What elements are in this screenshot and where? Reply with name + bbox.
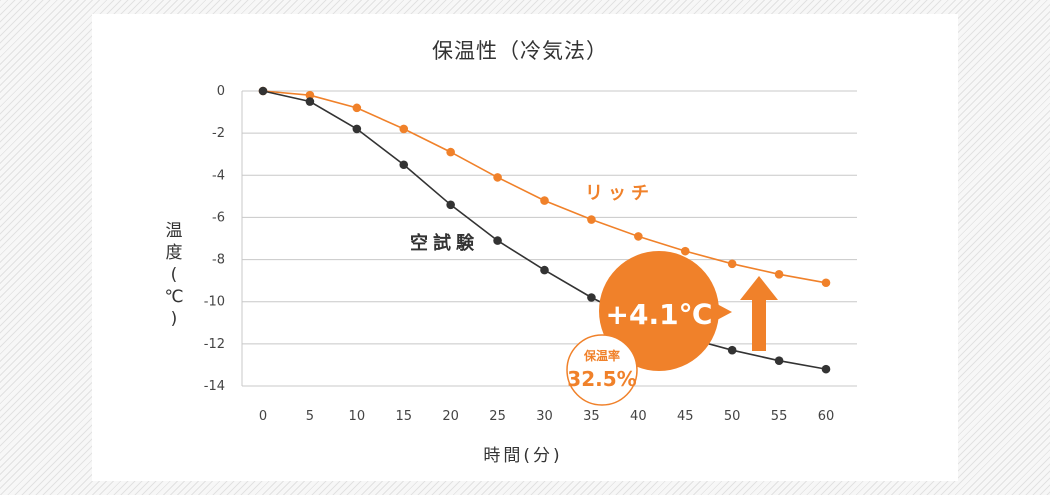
diff-label: +4.1℃ — [606, 298, 713, 331]
y-tick-label: -8 — [212, 253, 225, 268]
data-point — [540, 265, 549, 275]
x-tick-label: 20 — [442, 409, 459, 424]
data-point — [399, 124, 409, 134]
x-tick-label: 30 — [536, 409, 553, 424]
grid-lines — [241, 90, 857, 387]
series-label: 空試験 — [410, 232, 479, 254]
data-point — [680, 246, 690, 256]
rate-circle — [566, 334, 638, 406]
y-tick-label: -2 — [212, 126, 225, 141]
chart-card: 保温性（冷気法） 0 -2 -4 -6 -8 -10 -12 -14 0 5 10 15 20 25 30… — [92, 14, 958, 481]
data-point — [446, 200, 455, 210]
arrow-shaft — [752, 298, 766, 351]
data-point — [258, 86, 268, 96]
x-tick-label: 55 — [771, 409, 788, 424]
rate-value: 32.5% — [567, 367, 636, 391]
series-rich: リッチ — [258, 86, 831, 288]
chart-title: 保温性（冷気法） — [432, 39, 608, 63]
x-tick-label: 25 — [489, 409, 506, 424]
series-label: リッチ — [585, 183, 654, 204]
data-point — [399, 160, 409, 170]
y-tick-label: -14 — [204, 379, 225, 394]
data-point — [821, 278, 831, 288]
x-tick-label: 35 — [583, 409, 600, 424]
diff-circle — [599, 251, 719, 371]
data-point — [493, 173, 502, 182]
x-tick-labels: 0 5 10 15 20 25 30 35 40 45 50 55 60 — [259, 409, 834, 424]
data-point — [446, 147, 455, 157]
data-point — [305, 90, 315, 100]
rate-label: 保温率 — [583, 348, 620, 363]
x-tick-label: 15 — [395, 409, 412, 424]
data-point — [821, 364, 831, 374]
data-point — [352, 103, 362, 113]
data-point — [587, 215, 596, 224]
data-point — [727, 345, 737, 355]
data-point — [493, 236, 502, 245]
data-point — [352, 124, 362, 134]
series-line — [262, 90, 827, 284]
arrow-head — [740, 276, 778, 300]
data-point — [305, 97, 315, 106]
x-tick-label: 40 — [630, 409, 647, 424]
series-blank: 空試験 — [258, 86, 831, 374]
data-point — [727, 259, 737, 269]
data-point — [587, 293, 596, 302]
x-tick-label: 45 — [677, 409, 694, 424]
data-point — [540, 196, 549, 205]
y-tick-label: 0 — [217, 84, 225, 99]
data-point — [774, 356, 784, 366]
x-tick-label: 5 — [306, 409, 314, 424]
y-tick-label: -6 — [212, 210, 225, 225]
y-axis-label: 温度(℃) — [164, 221, 183, 329]
annotations: +4.1℃ 保温率 32.5% — [566, 251, 778, 406]
y-tick-labels: 0 -2 -4 -6 -8 -10 -12 -14 — [204, 84, 225, 394]
line-chart: 保温性（冷気法） 0 -2 -4 -6 -8 -10 -12 -14 0 5 10 15 20 25 30… — [164, 39, 857, 466]
x-axis-label: 時間(分) — [483, 446, 562, 466]
x-tick-label: 0 — [259, 409, 267, 424]
y-tick-label: -4 — [212, 168, 225, 183]
y-tick-label: -12 — [204, 337, 225, 352]
x-tick-label: 50 — [724, 409, 741, 424]
x-tick-label: 60 — [818, 409, 835, 424]
y-tick-label: -10 — [204, 295, 225, 310]
data-point — [634, 232, 643, 241]
x-tick-label: 10 — [349, 409, 366, 424]
diff-circle-pointer — [717, 304, 732, 320]
data-point — [774, 270, 784, 279]
